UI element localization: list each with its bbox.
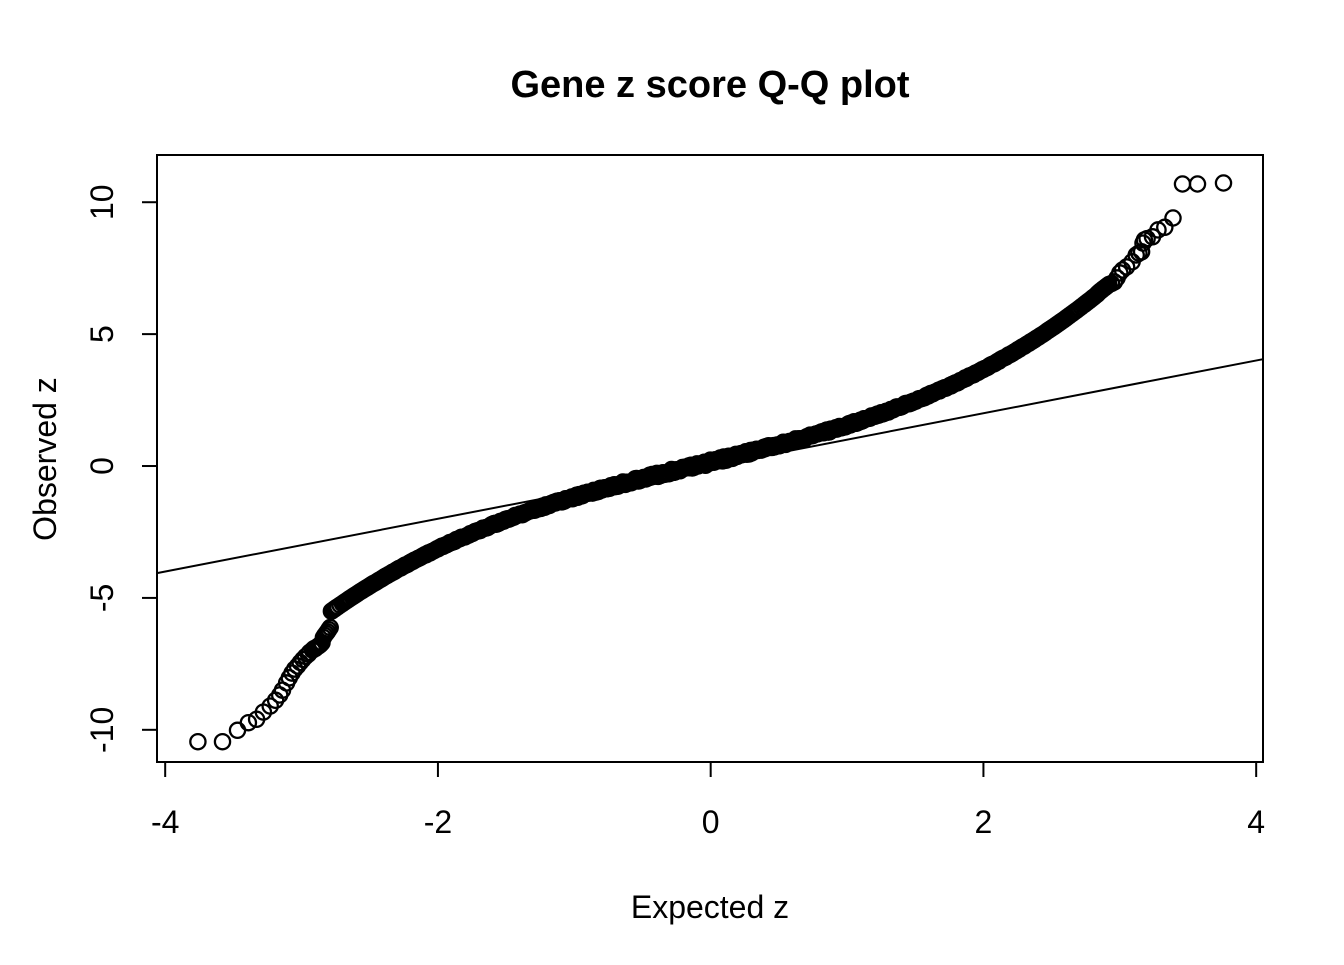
data-point [1188, 175, 1207, 193]
data-point [1164, 209, 1182, 227]
plot-box [156, 154, 1264, 763]
data-point [239, 713, 258, 732]
axes-layer: -4 -2 0 2 4 -10 -5 0 5 10 [84, 154, 1265, 840]
data-point [213, 732, 232, 751]
y-tick-label: 5 [84, 325, 120, 343]
data-point [321, 618, 339, 637]
data-point [1105, 273, 1124, 291]
x-tick-label: 2 [975, 804, 993, 840]
x-tick-label: -4 [151, 804, 179, 840]
y-tick-label: -5 [84, 584, 120, 612]
data-point [261, 697, 279, 715]
plot-title: Gene z score Q-Q plot [510, 64, 909, 106]
x-tick-label: -2 [424, 804, 452, 840]
data-point [189, 732, 207, 751]
x-tick-label: 0 [702, 804, 720, 840]
x-axis-label: Expected z [631, 889, 789, 925]
data-point [228, 721, 247, 740]
data-points-layer [189, 174, 1233, 751]
y-tick-label: -10 [84, 707, 120, 753]
y-tick-label: 10 [84, 184, 120, 220]
data-point [1173, 175, 1192, 193]
y-axis-label: Observed z [27, 377, 63, 541]
y-tick-label: 0 [84, 457, 120, 475]
x-tick-label: 4 [1247, 804, 1265, 840]
data-point [1117, 258, 1136, 276]
data-point [1214, 174, 1233, 192]
